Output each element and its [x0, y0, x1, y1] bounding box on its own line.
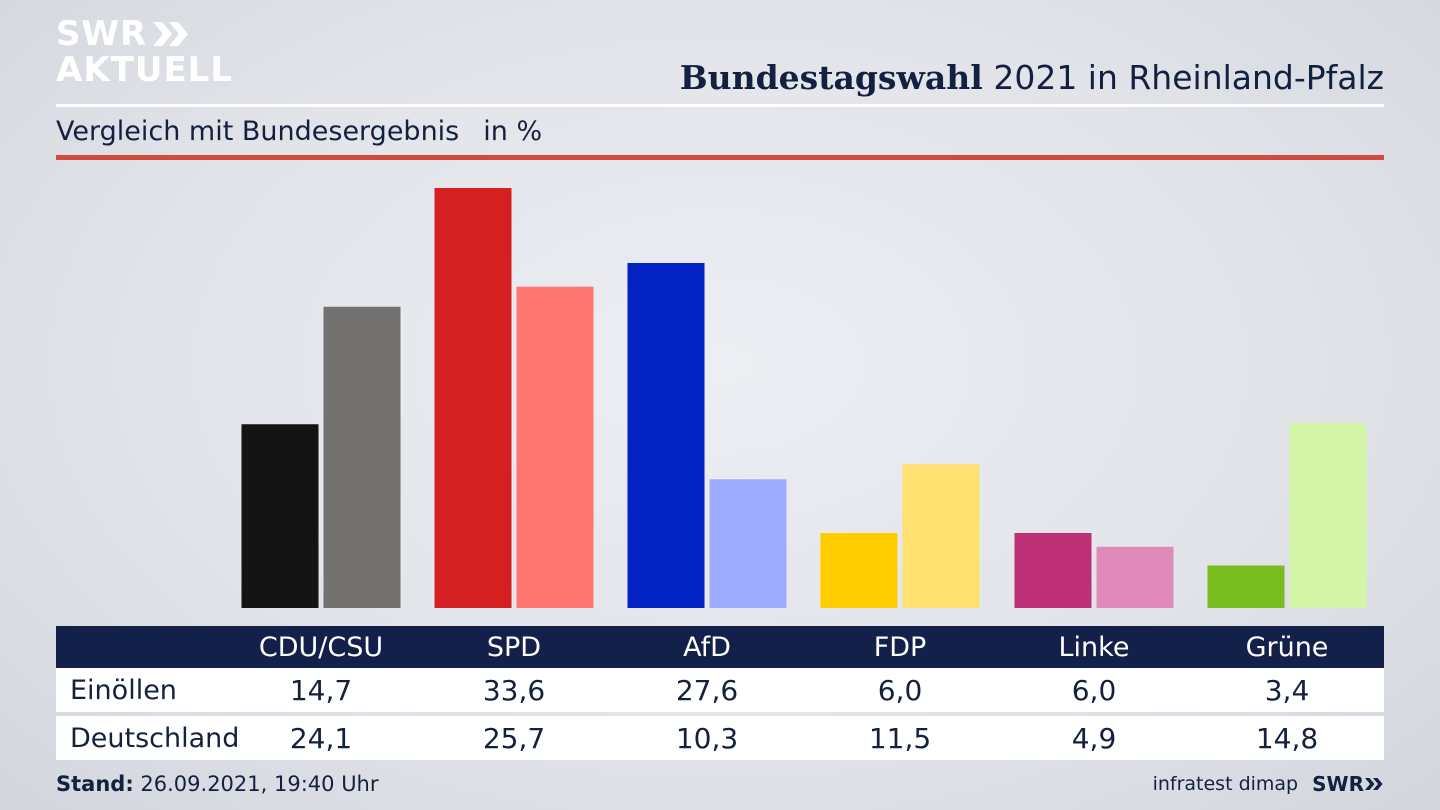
table-header: CDU/CSU SPD AfD FDP Linke Grüne: [56, 626, 1384, 668]
row-label: Einöllen: [70, 674, 177, 706]
table-cell: 6,0: [1071, 673, 1117, 707]
bar-linke-national: [1096, 546, 1174, 608]
bar-gr-ne-local: [1207, 565, 1285, 608]
bar-cdu-csu-local: [241, 424, 319, 608]
table-cell: 11,5: [868, 721, 932, 755]
footer-logo-text: SWR: [1312, 772, 1364, 796]
subtitle: Vergleich mit Bundesergebnis in %: [56, 116, 542, 147]
logo-line-1: SWR: [56, 14, 148, 54]
unit-label: in %: [483, 116, 543, 147]
title-divider: [56, 104, 1384, 107]
bar-afd-national: [709, 479, 787, 608]
page-title: Bundestagswahl 2021 in Rheinland-Pfalz: [680, 58, 1384, 97]
table-cell: 3,4: [1264, 673, 1310, 707]
double-chevron-icon: [153, 22, 189, 46]
table-cell: 24,1: [289, 721, 353, 755]
source-label: infratest dimap: [1152, 773, 1299, 795]
bar-fdp-local: [820, 533, 898, 608]
column-header: FDP: [873, 631, 927, 663]
table-cell: 33,6: [482, 673, 546, 707]
logo-line-2: AKTUELL: [56, 50, 234, 90]
table-row-einoellen: Einöllen 14,7 33,6 27,6 6,0 6,0 3,4: [56, 668, 1384, 712]
subtitle-divider: [56, 155, 1384, 160]
row-label: Deutschland: [70, 722, 240, 754]
bar-fdp-national: [902, 464, 980, 608]
double-chevron-icon: [1365, 778, 1383, 790]
table-cell: 14,8: [1255, 721, 1319, 755]
bar-spd-national: [516, 286, 594, 608]
table-cell: 14,7: [289, 673, 353, 707]
table-cell: 25,7: [482, 721, 546, 755]
bar-gr-ne-national: [1289, 423, 1367, 608]
table-cell: 10,3: [675, 721, 739, 755]
table-cell: 6,0: [877, 673, 923, 707]
table-cell: 27,6: [675, 673, 739, 707]
footer-stand: Stand: 26.09.2021, 19:40 Uhr: [56, 772, 379, 796]
bar-afd-local: [627, 263, 705, 608]
bar-cdu-csu-national: [323, 306, 401, 608]
footer-source: infratest dimap SWR: [1153, 772, 1384, 796]
results-table: CDU/CSU SPD AfD FDP Linke Grüne Einöllen 14,7…: [56, 626, 1384, 760]
title-rest: 2021 in Rheinland-Pfalz: [993, 58, 1384, 97]
stand-value: 26.09.2021, 19:40 Uhr: [140, 772, 379, 796]
subtitle-text: Vergleich mit Bundesergebnis: [56, 116, 460, 147]
column-header: AfD: [683, 631, 731, 663]
bar-spd-local: [434, 188, 512, 608]
bar-chart: [241, 188, 1367, 608]
footer-swr-logo: SWR: [1312, 772, 1384, 796]
column-header: SPD: [486, 631, 542, 663]
column-header: Grüne: [1245, 631, 1329, 663]
title-bold: Bundestagswahl: [679, 58, 983, 97]
column-header: CDU/CSU: [258, 631, 384, 663]
table-cell: 4,9: [1071, 721, 1117, 755]
swr-aktuell-logo: SWR AKTUELL: [56, 16, 233, 88]
bar-linke-local: [1014, 533, 1092, 608]
column-header: Linke: [1058, 631, 1130, 663]
table-row-deutschland: Deutschland 24,1 25,7 10,3 11,5 4,9 14,8: [56, 716, 1384, 760]
stand-label: Stand:: [56, 772, 134, 796]
